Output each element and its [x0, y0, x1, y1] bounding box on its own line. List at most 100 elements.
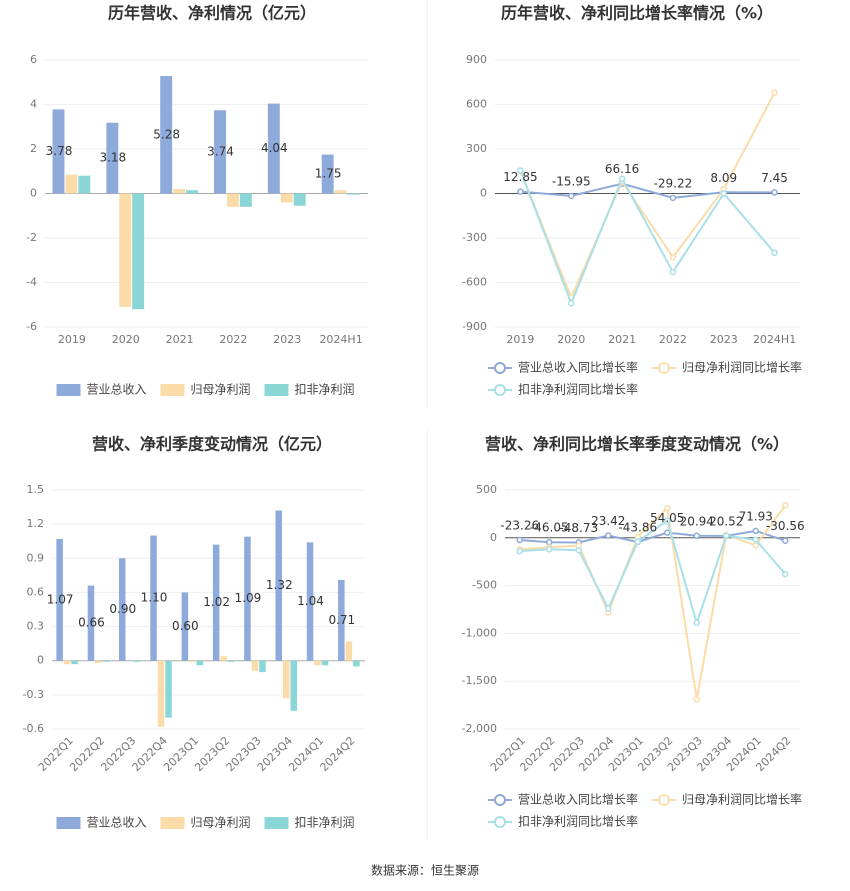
y-tick-label: 1.2: [27, 517, 45, 530]
bar: [181, 592, 189, 661]
bar: [251, 660, 259, 671]
x-tick-label: 2019: [506, 333, 534, 346]
data-label: -23.26: [500, 519, 539, 533]
data-label: 54.05: [650, 511, 684, 525]
point: [723, 532, 730, 540]
x-tick-label: 2023: [273, 333, 301, 346]
data-label: 0.60: [172, 619, 199, 633]
line: [519, 504, 787, 700]
bar: [321, 154, 334, 194]
bar: [52, 109, 65, 194]
x-tick-label: 2022: [219, 333, 247, 346]
y-tick-label: 1.5: [27, 483, 45, 496]
point: [546, 546, 553, 553]
data-label: 0.90: [109, 602, 136, 616]
data-label: 1.09: [235, 591, 262, 605]
point: [568, 300, 575, 307]
bar: [267, 103, 280, 194]
x-tick-label: 2020: [557, 333, 585, 346]
bar: [119, 193, 132, 307]
line: [520, 182, 775, 199]
data-label: -48.73: [559, 521, 598, 535]
legend-label: 营业总收入同比增长率: [518, 792, 638, 807]
y-tick-label: -500: [472, 579, 497, 592]
y-tick-label: 0: [490, 531, 497, 544]
legend-label: 营业总收入: [87, 816, 147, 830]
data-label: 5.28: [153, 127, 180, 141]
point: [605, 532, 612, 539]
x-tick-label: 2022: [659, 333, 687, 346]
data-label: 71.93: [739, 509, 773, 523]
data-label: -29.22: [654, 176, 693, 190]
x-tick-label: 2024H1: [753, 333, 796, 346]
point: [693, 696, 700, 703]
legend-label: 扣非净利润同比增长率: [518, 382, 638, 397]
x-tick-label: 2020: [112, 333, 140, 346]
line: [519, 92, 776, 300]
bar: [293, 193, 306, 206]
line: [519, 518, 787, 627]
legend-label: 归母净利润: [191, 816, 251, 830]
point: [516, 547, 523, 555]
bar: [63, 660, 71, 665]
bar: [353, 660, 360, 667]
data-label: -43.86: [618, 520, 657, 534]
point: [517, 188, 524, 195]
point: [664, 529, 671, 536]
y-tick-label: 300: [466, 142, 487, 155]
point: [516, 536, 523, 544]
bar: [321, 660, 329, 666]
data-label: 1.32: [266, 578, 293, 592]
data-label: 3.18: [99, 151, 126, 165]
bar: [259, 660, 266, 673]
bar: [239, 193, 252, 207]
bar: [106, 122, 119, 194]
y-tick-label: 0: [37, 654, 44, 667]
bar: [134, 660, 141, 662]
bar: [132, 193, 145, 310]
point: [669, 268, 677, 276]
point: [782, 502, 789, 509]
point: [693, 532, 700, 540]
point: [634, 538, 641, 545]
y-tick-label: -900: [462, 320, 487, 333]
legend-swatch: [264, 384, 289, 396]
y-tick-label: -1,500: [462, 674, 497, 687]
bar: [173, 189, 186, 194]
bar: [87, 585, 95, 661]
bar: [290, 660, 298, 711]
bar: [165, 660, 172, 718]
data-label: 20.94: [680, 514, 714, 528]
legend-label: 归母净利润同比增长率: [682, 360, 802, 375]
data-label: 1.75: [315, 167, 342, 181]
data-label: 0.66: [78, 616, 105, 630]
point: [664, 504, 671, 512]
y-tick-label: 0.9: [27, 551, 45, 564]
y-tick-label: -2,000: [462, 722, 497, 735]
chart-title: 营收、净利季度变动情况（亿元）: [92, 435, 332, 454]
y-tick-label: -2: [26, 231, 37, 244]
bar: [212, 544, 220, 661]
y-tick-label: -6: [26, 320, 37, 333]
point: [693, 619, 700, 627]
bar: [95, 660, 102, 663]
chart-title: 历年营收、净利情况（亿元）: [108, 4, 316, 23]
point: [771, 249, 778, 257]
data-label: 1.02: [203, 595, 230, 609]
data-label: 7.45: [761, 171, 788, 185]
y-tick-label: 900: [466, 53, 487, 66]
bar: [150, 535, 157, 661]
chart-title: 历年营收、净利同比增长率情况（%）: [501, 4, 773, 23]
point: [782, 570, 789, 578]
bar: [282, 660, 290, 699]
point: [568, 192, 575, 200]
point: [575, 546, 582, 554]
y-tick-label: 500: [476, 483, 497, 496]
bar: [347, 193, 360, 195]
y-tick-label: 0: [30, 187, 37, 200]
legend-swatch: [56, 384, 81, 396]
point: [664, 517, 671, 524]
point: [752, 536, 759, 543]
data-label: 1.10: [141, 591, 168, 605]
data-label: 1.04: [297, 594, 324, 608]
